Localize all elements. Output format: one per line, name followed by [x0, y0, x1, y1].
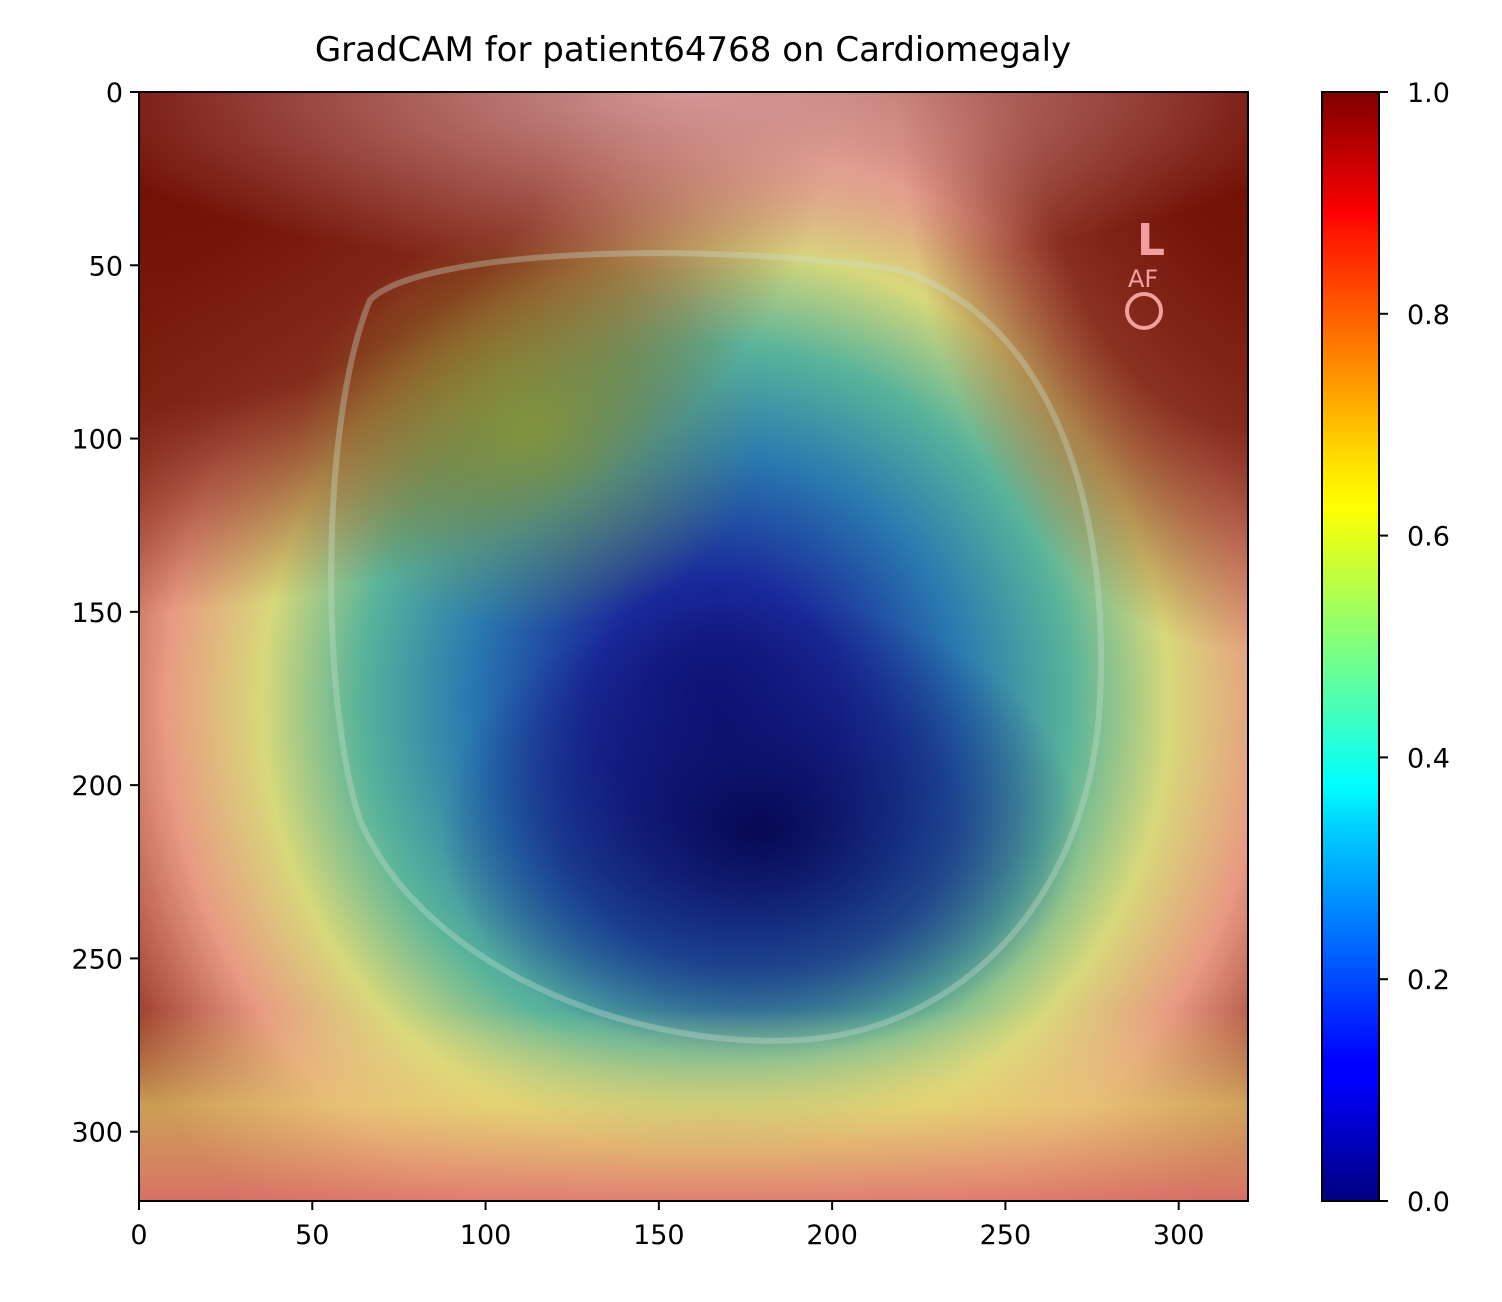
- colorbar-tick-label: 0.4: [1407, 743, 1450, 774]
- heat-bottom-band: [139, 1010, 1248, 1201]
- colorbar-frame: [1321, 91, 1380, 1202]
- xray-marker-circle: [1125, 292, 1163, 330]
- x-tick-label: 300: [1153, 1220, 1205, 1251]
- x-tick-label: 100: [460, 1220, 512, 1251]
- chart-title: GradCAM for patient64768 on Cardiomegaly: [315, 30, 1071, 70]
- colorbar-tick-label: 0.2: [1407, 965, 1450, 996]
- colorbar-tick-label: 0.0: [1407, 1187, 1450, 1218]
- colorbar: [1322, 92, 1379, 1201]
- y-tick-label: 250: [71, 944, 123, 975]
- y-tick-label: 100: [71, 425, 123, 456]
- y-tick-label: 50: [89, 251, 123, 282]
- heatmap-image: L AF: [139, 92, 1248, 1201]
- x-tick-label: 50: [295, 1220, 329, 1251]
- heat-upper-lung-region: [300, 230, 760, 630]
- x-tick-label: 200: [806, 1220, 858, 1251]
- colorbar-tick-label: 1.0: [1407, 78, 1450, 109]
- x-axis: 0 50 100 150 200 250 300: [130, 1201, 1204, 1251]
- lung-outline: [328, 250, 1105, 1044]
- x-tick-label: 150: [633, 1220, 685, 1251]
- y-tick-label: 300: [71, 1118, 123, 1149]
- colorbar-axis: 0.0 0.2 0.4 0.6 0.8 1.0: [1379, 78, 1450, 1218]
- y-tick-label: 150: [71, 598, 123, 629]
- x-tick-label: 0: [130, 1220, 147, 1251]
- colorbar-tick-label: 0.6: [1407, 522, 1450, 553]
- xray-marker-l: L: [1137, 215, 1165, 266]
- heat-heart-region: [440, 600, 1080, 1060]
- xray-marker-af: AF: [1128, 265, 1158, 293]
- colorbar-tick-label: 0.8: [1407, 300, 1450, 331]
- y-tick-label: 0: [106, 78, 123, 109]
- axes-frame: [138, 91, 1249, 1202]
- y-tick-label: 200: [71, 771, 123, 802]
- x-tick-label: 250: [980, 1220, 1032, 1251]
- y-axis: 0 50 100 150 200 250 300: [71, 78, 139, 1149]
